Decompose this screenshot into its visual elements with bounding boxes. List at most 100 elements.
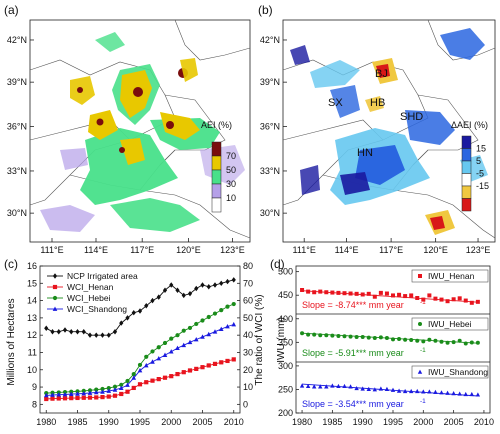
chart-c-data-point [181,292,186,299]
chart-c-data-point [81,390,87,396]
chart-c-data-point [44,325,49,331]
chart-c-data-point [106,332,111,338]
map-lat-tick-label: 42°N [260,35,280,45]
chart-d-ytick-label: 400 [278,314,293,324]
chart-d-data-point [415,296,420,300]
map-b-region-label: HN [357,147,373,159]
chart-c-data-point [131,385,136,391]
chart-c-data-point [62,396,68,401]
chart-c-data-point [75,395,80,401]
chart-c-data-point [156,377,161,382]
chart-c-data-point [119,391,124,397]
map-b-legend-swatch [461,135,472,149]
chart-c-data-point [206,284,211,290]
chart-c-data-point [206,314,211,320]
chart-d-legend-label: IWU_Shandong [428,367,488,377]
chart-d-data-point [433,338,438,343]
chart-d-data-point [324,333,329,338]
chart-c-data-point [225,324,230,329]
chart-c-data-point [200,334,205,339]
chart-d-legend-label: IWU_Henan [428,271,475,281]
chart-d-data-point [366,386,371,391]
chart-c-data-point [106,394,111,399]
chart-d-legend-marker [417,369,423,374]
map-b-lat-ticks: 42°N 39°N 36°N 33°N 30°N [260,35,287,218]
chart-c-data-point [181,342,187,348]
chart-d-data-point [348,384,353,389]
chart-c-ylabel: Millions of Hectares [6,298,17,385]
chart-c-data-point [181,370,186,375]
chart-d-data-point [305,383,311,389]
chart-c-y2tick-label: 60 [243,296,253,306]
chart-d-data-point [403,337,408,342]
map-b-region-label: SHD [400,111,423,123]
chart-d-data-point [330,333,335,338]
chart-c-data-point [162,375,168,380]
chart-c-data-point [181,328,186,333]
chart-c-data-point [231,321,237,327]
map-b-land [282,19,496,239]
chart-c-ytick-label: 8 [32,399,37,409]
map-lat-tick-label: 36°N [7,122,27,132]
chart-d-data-point [390,387,396,392]
chart-d-data-point [439,390,444,395]
chart-c-data-point [193,336,199,342]
chart-c-data-point [87,395,93,400]
chart-c-ytick-label: 10 [27,365,37,375]
chart-d-data-point [427,337,432,342]
chart-c-data-point [94,395,99,400]
map-lat-tick-label: 39°N [260,77,280,87]
chart-c-legend-label: WCI_Hebei [67,293,111,303]
map-a-legend-swatch [211,169,222,185]
chart-d-data-point [457,391,462,396]
chart-c-data-point [144,380,149,385]
chart-c-legend: NCP Irrigated areaWCI_HenanWCI_HebeiWCI_… [47,271,138,314]
chart-d-data-point [469,300,474,305]
chart-d-data-point [451,297,456,302]
map-lon-tick-label: 123°E [220,245,245,255]
map-lon-tick-label: 111°E [293,245,316,255]
chart-c-data-point [62,327,68,333]
map-b-legend-value: 5 [476,156,481,166]
map-a-legend-value: 30 [226,179,236,189]
chart-c-y2tick-label: 40 [243,330,253,340]
chart-c-data-point [81,395,86,400]
map-a-legend-value: 50 [226,165,236,175]
chart-d-ytick-label: 450 [278,290,293,300]
chart-c-data-point [206,363,211,368]
chart-c-legend-label: WCI_Shandong [67,304,127,314]
map-b-legend-swatch [461,173,472,187]
chart-d-data-point [366,335,371,340]
chart-c-data-point [187,325,193,331]
chart-d-data-point [427,389,432,394]
chart-d-data-point [330,290,335,295]
chart-d-data-point [378,290,383,295]
chart-c-data-point [225,304,230,309]
chart-d-data-point [372,336,377,340]
chart-c-data-point [69,396,74,401]
chart-c-data-point [125,389,130,394]
map-a-legend-swatch [211,155,222,171]
map-a-legend-swatch [211,197,222,213]
chart-c-data-point [175,345,180,351]
chart-c-data-point [118,385,124,390]
chart-d-ytick-label: 250 [278,384,293,394]
chart-c-series [43,277,237,402]
chart-c-ytick-label: 13 [27,313,37,323]
chart-c-y2tick-label: 50 [243,313,253,323]
chart-d-data-point [312,290,317,295]
chart-d-ytick-label: 500 [278,267,293,277]
chart-d-data-point [391,337,395,342]
chart-c-data-point [87,332,93,338]
map-a-legend-title: AEI (%) [201,120,232,130]
chart-c-data-point [69,328,74,335]
chart-d-data-point [348,334,353,339]
chart-c-xtick-label: 1995 [130,417,150,427]
chart-c-data-point [175,333,180,338]
chart-c-data-point [50,396,55,401]
map-a-lon-ticks: 111°E 114°E 117°E 120°E 123°E [40,238,245,255]
map-a-legend-swatch [211,183,222,199]
chart-c-data-point [56,328,61,335]
chart-d-xtick-label: 1985 [322,417,342,427]
